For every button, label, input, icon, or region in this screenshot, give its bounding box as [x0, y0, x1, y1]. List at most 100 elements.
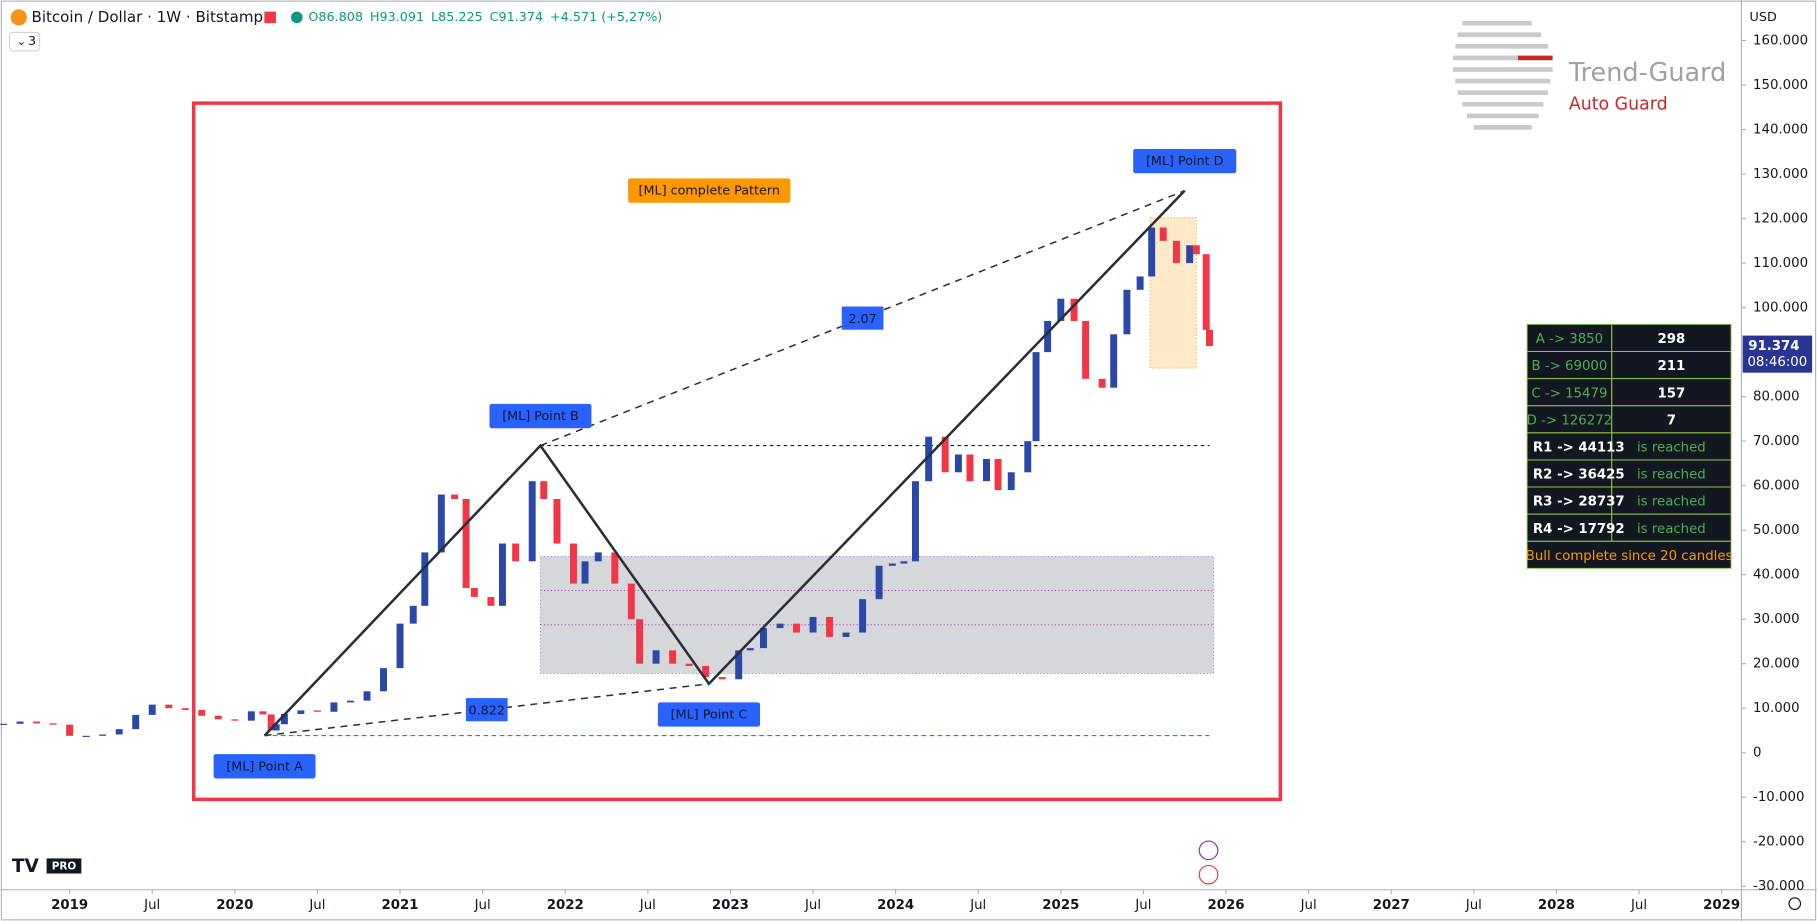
- y-tick-label: 130.000: [1753, 167, 1808, 182]
- table-key: B -> 69000: [1531, 359, 1607, 374]
- candle: [1159, 227, 1167, 241]
- candle: [66, 724, 74, 736]
- x-tick-label: Jul: [1134, 898, 1151, 913]
- candle: [451, 494, 459, 500]
- x-tick-label: 2029: [1703, 898, 1740, 913]
- x-tick-label: Jul: [474, 898, 491, 913]
- y-tick-label: -30.000: [1753, 879, 1804, 894]
- candle: [888, 563, 896, 566]
- pro-label: PRO: [52, 861, 77, 873]
- ohlc-value: L85.225: [431, 10, 483, 25]
- candle: [669, 650, 677, 664]
- candle: [570, 543, 577, 584]
- ohlc-value: H93.091: [370, 10, 424, 25]
- candle: [297, 710, 305, 714]
- y-tick-label: 120.000: [1753, 212, 1808, 227]
- table-key: R1 -> 44113: [1533, 441, 1625, 456]
- y-tick-label: 40.000: [1753, 568, 1800, 583]
- point-label-box: [1133, 148, 1237, 174]
- candle: [1024, 441, 1032, 473]
- ratio-line: [264, 683, 710, 737]
- candle: [1110, 334, 1118, 388]
- candle: [259, 711, 267, 715]
- pattern-title: [ML] complete Pattern: [639, 184, 780, 199]
- y-tick-label: -10.000: [1753, 790, 1804, 805]
- candle: [581, 561, 589, 584]
- candle: [409, 605, 417, 624]
- point-label-box: [213, 754, 316, 779]
- candle: [498, 543, 506, 606]
- candle: [735, 650, 743, 680]
- btc-icon: [10, 9, 27, 26]
- flag-icon[interactable]: [264, 11, 276, 24]
- settings-icon[interactable]: [1788, 897, 1802, 910]
- candle: [875, 565, 883, 600]
- symbol[interactable]: Bitcoin / Dollar · 1W · Bitstamp: [32, 8, 264, 26]
- candle: [540, 481, 548, 500]
- change: +4.571 (+5,27%): [550, 10, 662, 25]
- point-label: [ML] Point D: [1146, 154, 1224, 169]
- candle: [900, 561, 908, 564]
- x-tick-label: 2025: [1042, 898, 1079, 913]
- candle: [470, 588, 478, 597]
- candle: [49, 723, 57, 725]
- candle: [627, 583, 635, 620]
- y-tick-label: 110.000: [1753, 256, 1808, 271]
- ratio-label: 2.07: [848, 312, 876, 327]
- candle: [1082, 320, 1090, 379]
- candle: [181, 708, 189, 710]
- logo-subtitle: Auto Guard: [1569, 94, 1668, 114]
- candle: [462, 499, 470, 589]
- tv-logo[interactable]: TV: [12, 856, 40, 877]
- event-icon[interactable]: [1198, 840, 1219, 861]
- table-value: 211: [1657, 359, 1685, 374]
- candle: [280, 713, 288, 725]
- ratio-label: 0.822: [469, 703, 505, 718]
- candle: [983, 458, 990, 482]
- candle: [1070, 298, 1078, 321]
- y-tick-label: 100.000: [1753, 301, 1808, 316]
- candle: [272, 724, 280, 731]
- candle: [859, 599, 867, 633]
- candle: [1098, 378, 1106, 388]
- candle: [132, 714, 140, 730]
- y-tick-label: 0: [1753, 746, 1761, 761]
- candle: [231, 719, 239, 721]
- indicator-toggle[interactable]: [8, 31, 41, 52]
- candle: [1206, 329, 1213, 347]
- table-key: R4 -> 17792: [1533, 522, 1625, 537]
- candle: [33, 721, 41, 724]
- candle: [1192, 245, 1200, 255]
- table-cell: [1526, 540, 1732, 569]
- x-tick-label: Jul: [143, 898, 160, 913]
- candle: [652, 650, 660, 664]
- economic-icon[interactable]: [1198, 864, 1219, 885]
- logo-mark: [1452, 20, 1553, 130]
- candle: [954, 454, 962, 473]
- point-label: [ML] Point A: [226, 759, 303, 774]
- currency[interactable]: USD: [1750, 10, 1777, 25]
- candle: [826, 616, 834, 637]
- candle: [793, 623, 800, 633]
- candle: [1172, 240, 1180, 264]
- candle: [437, 494, 445, 553]
- chevron: ⌄: [16, 34, 26, 48]
- x-tick-label: 2028: [1538, 898, 1575, 913]
- point-label-box: [657, 702, 761, 727]
- candle: [16, 721, 24, 724]
- x-tick-label: 2019: [51, 898, 88, 913]
- y-tick-label: 70.000: [1753, 434, 1800, 449]
- candle: [396, 623, 404, 669]
- x-tick-label: Jul: [639, 898, 656, 913]
- pattern-leg: [263, 189, 1186, 737]
- x-tick-label: Jul: [308, 898, 325, 913]
- y-tick-label: 80.000: [1753, 390, 1800, 405]
- table-value: is reached: [1637, 522, 1706, 537]
- candle: [1202, 254, 1210, 330]
- candle: [702, 665, 710, 678]
- table-key: A -> 3850: [1536, 332, 1603, 347]
- candle: [363, 691, 371, 701]
